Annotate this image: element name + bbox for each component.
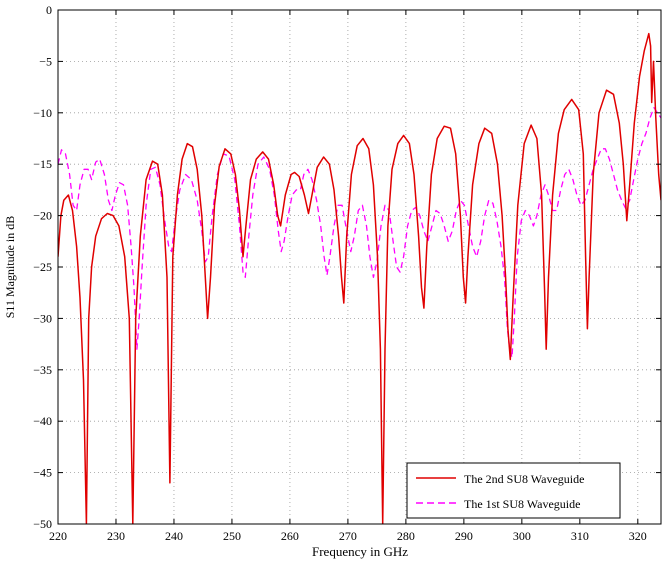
legend-label-series-1: The 2nd SU8 Waveguide [464, 472, 584, 486]
series-layer [58, 32, 661, 524]
y-tick-label: −40 [33, 414, 52, 428]
x-axis-label: Frequency in GHz [312, 544, 408, 559]
x-tick-label: 270 [339, 529, 357, 543]
series-line-1 [58, 32, 661, 524]
y-tick-label: −50 [33, 517, 52, 531]
x-tick-label: 310 [571, 529, 589, 543]
y-tick-label: −10 [33, 106, 52, 120]
x-tick-label: 320 [629, 529, 647, 543]
x-tick-label: 300 [513, 529, 531, 543]
x-tick-label: 260 [281, 529, 299, 543]
y-tick-label: −25 [33, 260, 52, 274]
y-tick-label: 0 [46, 3, 52, 17]
tick-labels: 220 230 240 250 260 270 280 290 300 310 320 0 −5 −10 −… [33, 3, 647, 543]
legend-label-series-2: The 1st SU8 Waveguide [464, 497, 580, 511]
y-tick-label: −30 [33, 311, 52, 325]
x-tick-label: 230 [107, 529, 125, 543]
x-tick-label: 290 [455, 529, 473, 543]
y-tick-label: −45 [33, 466, 52, 480]
legend-box [406, 462, 621, 519]
y-axis-label: S11 Magnitude in dB [3, 216, 17, 319]
y-tick-label: −5 [39, 54, 52, 68]
series-line-2 [58, 107, 661, 359]
x-tick-label: 220 [49, 529, 67, 543]
ticks [57, 9, 661, 525]
x-tick-label: 250 [223, 529, 241, 543]
y-tick-label: −15 [33, 157, 52, 171]
y-tick-label: −20 [33, 209, 52, 223]
y-tick-label: −35 [33, 363, 52, 377]
x-tick-label: 280 [397, 529, 415, 543]
x-tick-label: 240 [165, 529, 183, 543]
legend: The 2nd SU8 Waveguide The 1st SU8 Wavegu… [406, 462, 621, 519]
